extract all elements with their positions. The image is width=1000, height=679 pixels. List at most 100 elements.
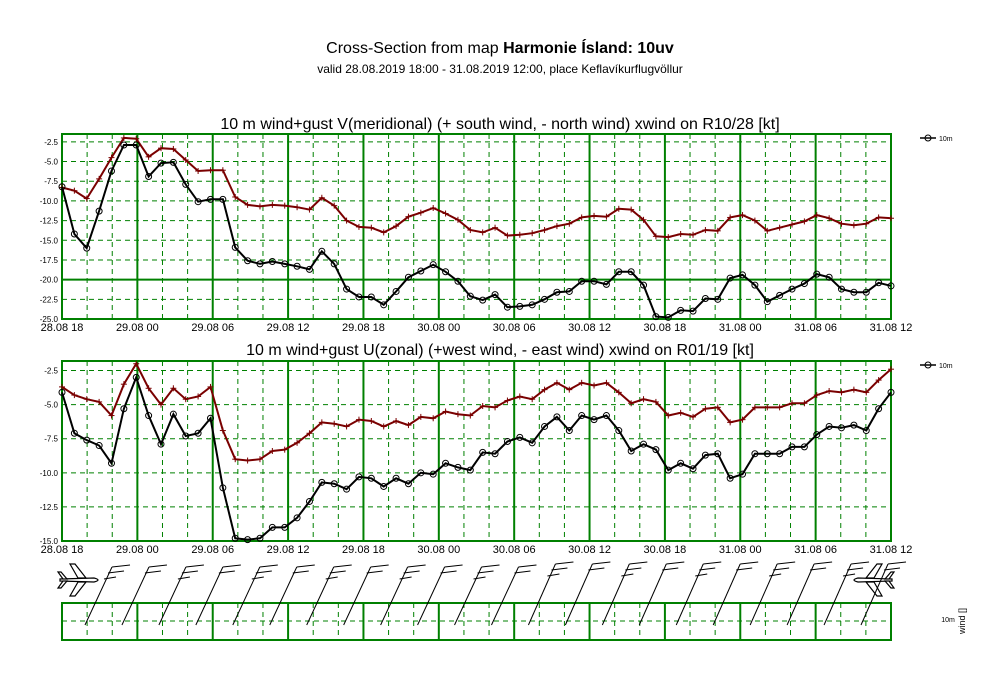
chart1-wind-point: [627, 447, 635, 455]
chart1-wind-point: [355, 473, 363, 481]
chart0-wind-point: [516, 302, 524, 310]
wind-barb-feather: [144, 570, 162, 574]
wind-barb-feather: [887, 561, 907, 565]
wind-barb-feather: [625, 567, 642, 571]
chart0-wind-point: [739, 271, 747, 279]
chart0-wind-point: [788, 285, 796, 293]
chart0-wind-point: [541, 295, 549, 303]
chart1-wind-point: [763, 450, 771, 458]
chart1-xtick-label: 29.08 06: [191, 544, 234, 556]
airplane-wing: [68, 563, 88, 597]
chart0-ytick-label: -17.5: [40, 256, 59, 265]
wind-barb-feather: [629, 561, 648, 565]
chart0-wind-point: [640, 281, 648, 289]
chart1-xtick-label: 30.08 00: [417, 544, 460, 556]
wind-barb-feather: [842, 573, 856, 577]
chart1-wind-point: [318, 478, 326, 486]
chart1-wind-point: [751, 450, 759, 458]
wind-barb-feather: [177, 576, 190, 580]
wind-barb-feather: [555, 561, 574, 565]
chart0-wind-point: [466, 292, 474, 300]
chart0-wind-point: [120, 141, 128, 149]
chart0-wind-point: [145, 173, 153, 181]
chart0-wind-point: [454, 277, 462, 285]
wind-barb-staff: [601, 563, 630, 626]
chart0-ytick-label: -25.0: [40, 315, 59, 324]
chart1-wind-point: [268, 523, 276, 531]
chart1-xtick-label: 29.08 00: [116, 544, 159, 556]
chart0-wind-point: [565, 287, 573, 295]
chart0-wind-point: [107, 167, 115, 175]
wind-barb-staff: [121, 566, 150, 626]
chart0-wind-point: [751, 281, 759, 289]
chart0-xtick-label: 30.08 00: [417, 322, 460, 334]
airplane-wing: [864, 563, 884, 597]
chart0-wind-point: [169, 158, 177, 166]
wind-barb-staff: [675, 563, 704, 626]
barb-level-label: 10m: [941, 617, 955, 624]
barb-axis-label: wind []: [957, 608, 967, 635]
chart0-wind-point: [268, 258, 276, 266]
chart0-wind-point: [528, 301, 536, 309]
chart0-wind-point: [763, 298, 771, 306]
chart0-wind-point: [355, 293, 363, 301]
chart1-legend-label: 10m: [939, 363, 953, 370]
airplane-icon: [56, 563, 99, 597]
wind-barb-feather: [148, 564, 168, 568]
chart0-wind-point: [479, 296, 487, 304]
wind-barb-feather: [773, 567, 790, 571]
chart0-wind-point: [83, 244, 91, 252]
airplane-tail: [883, 571, 896, 589]
chart0-wind-point: [627, 268, 635, 276]
wind-barb-feather: [699, 567, 716, 571]
wind-barb-feather: [185, 564, 204, 568]
chart1-wind-point: [689, 465, 697, 473]
wind-barb-staff: [306, 566, 335, 626]
chart0-wind-point: [850, 288, 858, 296]
chart1-wind-point: [404, 480, 412, 488]
wind-barb-feather: [111, 564, 131, 568]
chart1-wind-point: [169, 410, 177, 418]
chart1-xtick-label: 29.08 18: [342, 544, 385, 556]
wind-barb-staff: [343, 566, 372, 626]
chart0-wind-point: [825, 273, 833, 281]
chart0-xtick-label: 29.08 00: [116, 322, 159, 334]
chart1-title: 10 m wind+gust U(zonal) (+west wind, - e…: [246, 342, 754, 359]
chart1-wind-point: [231, 534, 239, 542]
chart1-ytick-label: -5.0: [44, 401, 58, 410]
chart0-xtick-label: 30.08 18: [643, 322, 686, 334]
chart1-wind-point: [664, 466, 672, 474]
chart0-wind-point: [219, 195, 227, 203]
chart0-xtick-label: 31.08 00: [719, 322, 762, 334]
wind-barb-feather: [296, 564, 315, 568]
chart0-wind-point: [875, 279, 883, 287]
barb-frame: [61, 602, 892, 641]
chart0-legend-marker: [924, 134, 932, 142]
wind-barb-feather: [366, 570, 383, 574]
chart1-wind-point: [145, 412, 153, 420]
chart0-wind-point: [813, 270, 821, 278]
chart0-ytick-label: -20.0: [40, 276, 59, 285]
chart0-wind-point: [182, 180, 190, 188]
chart1-wind-point: [553, 413, 561, 421]
chart0-wind-point: [70, 230, 78, 238]
chart0-wind-point: [503, 303, 511, 311]
wind-barb-staff: [380, 566, 409, 626]
chart0-wind-point: [58, 183, 66, 191]
wind-barb-feather: [477, 570, 494, 574]
chart1-wind-point: [95, 442, 103, 450]
page-title: Cross-Section from map Harmonie Ísland: …: [326, 40, 674, 57]
chart0-wind-point: [380, 301, 388, 309]
chart1-wind-point: [392, 474, 400, 482]
airplane-icon: [853, 563, 896, 597]
chart1-gust-line: [61, 361, 892, 462]
chart0-wind-point: [689, 307, 697, 315]
chart0-wind-point: [442, 268, 450, 276]
wind-barb-feather: [407, 564, 426, 568]
chart0-wind-point: [206, 195, 214, 203]
wind-barb-staff: [195, 566, 224, 626]
wind-barb-staff: [232, 566, 261, 626]
chart0-wind-point: [838, 285, 846, 293]
airplane-tail: [56, 571, 69, 589]
